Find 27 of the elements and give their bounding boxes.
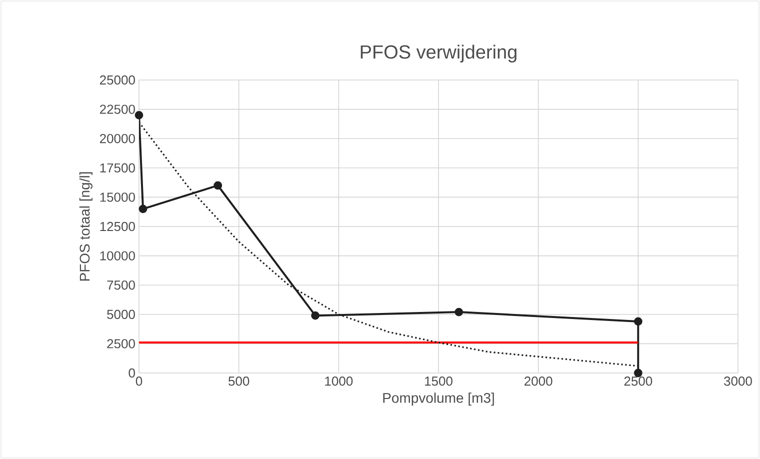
y-tick-label: 5000 — [107, 310, 135, 319]
y-axis-title: PFOS totaal [ng/l] — [79, 172, 92, 281]
point — [214, 181, 222, 190]
x-tick-label: 0 — [136, 376, 142, 386]
x-axis-title: Pompvolume [m3] — [383, 392, 494, 406]
y-tick-label: 25000 — [100, 75, 135, 85]
point — [138, 204, 148, 214]
y-tick-label: 0 — [128, 368, 135, 378]
y-tick-label: 20000 — [100, 134, 135, 144]
point — [134, 110, 144, 120]
point — [454, 308, 464, 316]
x-tick-label: 1500 — [425, 376, 452, 386]
x-tick-label: 2500 — [624, 376, 652, 386]
y-tick-label: 7500 — [107, 280, 135, 290]
point — [634, 317, 642, 326]
y-tick-label: 10000 — [100, 251, 135, 260]
x-tick-label: 3000 — [724, 376, 752, 386]
point — [311, 311, 320, 320]
y-tick-label: 12500 — [100, 222, 135, 232]
chart-title: PFOS verwijdering — [360, 44, 516, 62]
x-tick-label: 1000 — [325, 376, 353, 386]
y-tick-label: 17500 — [100, 163, 135, 173]
x-tick-label: 500 — [228, 376, 250, 386]
y-tick-label: 15000 — [100, 192, 135, 202]
y-tick-label: 22500 — [100, 104, 135, 114]
y-tick-label: 2500 — [107, 339, 135, 348]
x-tick-label: 2000 — [524, 376, 552, 386]
